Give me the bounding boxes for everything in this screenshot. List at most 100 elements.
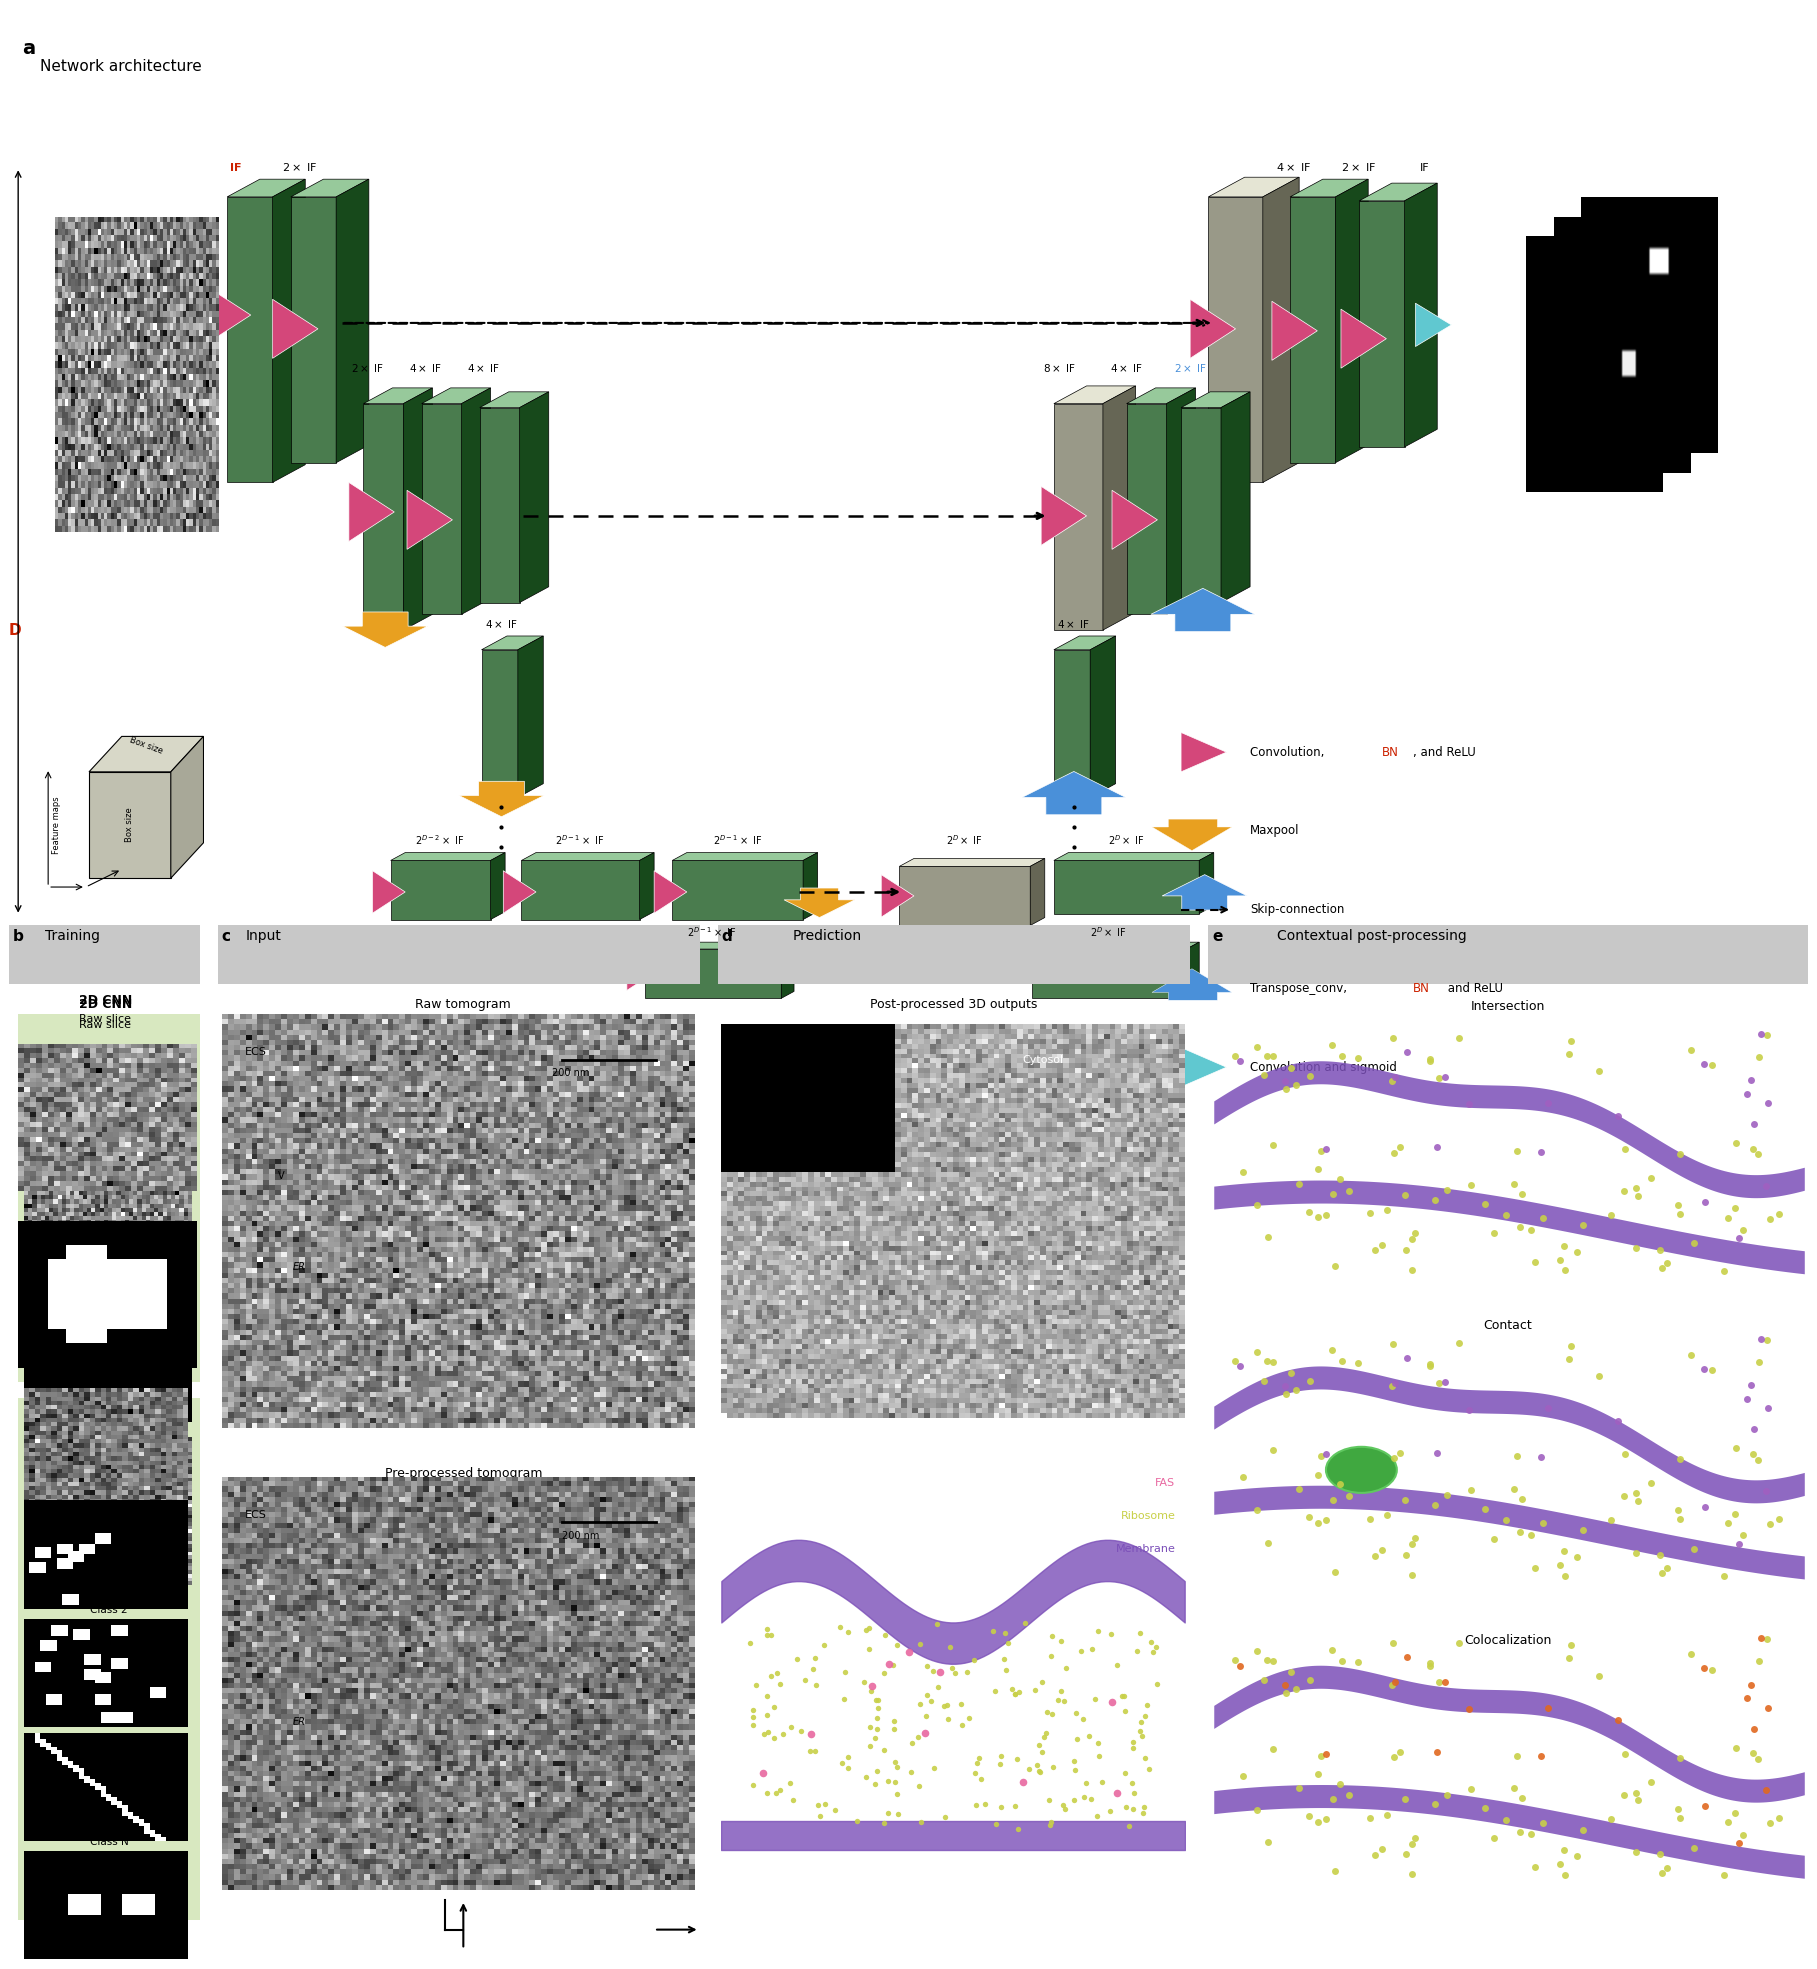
Point: [1623, 1837, 1652, 1869]
Point: [1397, 1827, 1426, 1859]
Point: [752, 1619, 781, 1650]
Point: [1554, 1038, 1583, 1069]
Text: Convolution and sigmoid: Convolution and sigmoid: [1250, 1061, 1397, 1073]
Point: [1425, 1366, 1454, 1398]
Point: [1317, 1030, 1346, 1061]
Polygon shape: [803, 853, 818, 920]
Point: [1663, 1189, 1692, 1221]
Point: [1534, 1087, 1563, 1118]
Polygon shape: [407, 490, 452, 549]
Text: Maxpool: Maxpool: [1250, 825, 1299, 837]
Point: [1123, 1636, 1152, 1668]
Point: [1052, 1652, 1081, 1683]
Point: [830, 1656, 859, 1687]
FancyBboxPatch shape: [18, 1018, 200, 1382]
Point: [1739, 1109, 1768, 1140]
Text: Box size: Box size: [129, 734, 164, 756]
Point: [1296, 1059, 1325, 1091]
Point: [919, 1752, 948, 1784]
Point: [1252, 1345, 1281, 1376]
Point: [1506, 1782, 1535, 1813]
Polygon shape: [1181, 1048, 1226, 1087]
Point: [1306, 1441, 1335, 1473]
Point: [1455, 1089, 1484, 1120]
Polygon shape: [1359, 183, 1437, 201]
Polygon shape: [391, 853, 505, 860]
Point: [821, 1794, 850, 1825]
Point: [1248, 1365, 1277, 1396]
Point: [1326, 1164, 1355, 1195]
Text: $2\times$ IF: $2\times$ IF: [1341, 161, 1377, 173]
Text: Post-processed 3D outputs: Post-processed 3D outputs: [870, 998, 1038, 1012]
Point: [765, 1774, 794, 1806]
Polygon shape: [627, 955, 654, 990]
Point: [1085, 1741, 1114, 1772]
Point: [1285, 1168, 1314, 1199]
Text: Raw volume: Raw volume: [71, 1483, 140, 1493]
Text: Single class: Single class: [73, 1172, 138, 1181]
Point: [1355, 1197, 1385, 1229]
Point: [1317, 1335, 1346, 1366]
Point: [1479, 1522, 1508, 1554]
Point: [1666, 1443, 1695, 1475]
Point: [1083, 1800, 1112, 1831]
Point: [1623, 1485, 1652, 1516]
Text: Class 2: Class 2: [87, 1896, 124, 1906]
Point: [1281, 1674, 1310, 1705]
Point: [1445, 1327, 1474, 1359]
Polygon shape: [1221, 392, 1250, 603]
Point: [941, 1658, 970, 1689]
Point: [736, 1626, 765, 1658]
Point: [856, 1711, 885, 1743]
Point: [1281, 1374, 1310, 1406]
Point: [1728, 1215, 1757, 1246]
Point: [1744, 1042, 1773, 1073]
Point: [1432, 1479, 1461, 1510]
Point: [1563, 1237, 1592, 1268]
Point: [1739, 1414, 1768, 1445]
Point: [805, 1800, 834, 1831]
Point: [1737, 1670, 1766, 1701]
Polygon shape: [227, 179, 305, 197]
Polygon shape: [482, 650, 518, 797]
Point: [912, 1680, 941, 1711]
Point: [1270, 1670, 1299, 1701]
Point: [874, 1764, 903, 1796]
Text: $2^{D}\times$ IF: $2^{D}\times$ IF: [947, 833, 983, 847]
FancyBboxPatch shape: [718, 925, 1190, 984]
Point: [883, 1778, 912, 1810]
Point: [954, 1703, 983, 1735]
Point: [1117, 1794, 1147, 1825]
Point: [738, 1695, 767, 1727]
Point: [761, 1778, 790, 1810]
Point: [1534, 1392, 1563, 1424]
Text: Input: Input: [245, 929, 282, 943]
Point: [1248, 1059, 1277, 1091]
Polygon shape: [1290, 179, 1368, 197]
Point: [874, 1798, 903, 1829]
Polygon shape: [503, 870, 536, 914]
Polygon shape: [1405, 183, 1437, 447]
Point: [1008, 1766, 1038, 1798]
Point: [1043, 1683, 1072, 1715]
Polygon shape: [227, 197, 273, 482]
Point: [1119, 1733, 1148, 1764]
Point: [1653, 1853, 1683, 1884]
Point: [1070, 1780, 1099, 1811]
Point: [1374, 1500, 1403, 1532]
Point: [1067, 1636, 1096, 1668]
Point: [801, 1670, 830, 1701]
Point: [1470, 1792, 1499, 1823]
Point: [1479, 1821, 1508, 1853]
Point: [1746, 1622, 1775, 1654]
Point: [1755, 1203, 1784, 1235]
Text: Membrane: Membrane: [1116, 1544, 1176, 1554]
Point: [1081, 1683, 1110, 1715]
Point: [1517, 1817, 1546, 1849]
Point: [1737, 1065, 1766, 1097]
Point: [1397, 1223, 1426, 1254]
Point: [1517, 1213, 1546, 1244]
Point: [952, 1656, 981, 1687]
Point: [1047, 1626, 1076, 1658]
Point: [1374, 1800, 1403, 1831]
